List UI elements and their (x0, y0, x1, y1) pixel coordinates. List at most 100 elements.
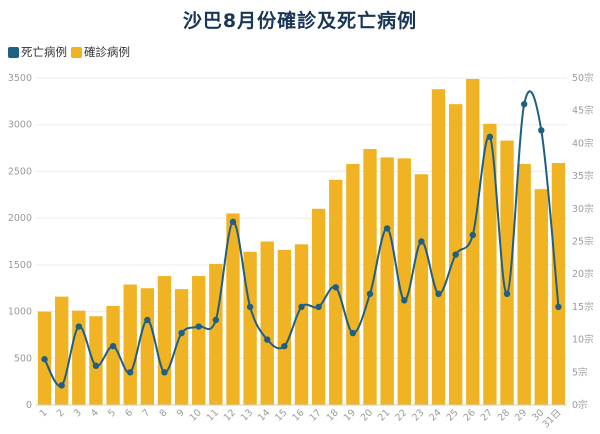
legend-label-cases: 確診病例 (84, 45, 130, 59)
point-deaths (161, 369, 168, 376)
legend-swatch-deaths (8, 46, 19, 58)
y-left-tick-label: 2000 (8, 213, 32, 224)
point-deaths (229, 218, 237, 226)
x-tick-label: 25 (444, 407, 460, 423)
point-deaths (401, 297, 408, 304)
x-tick-label: 23 (410, 407, 426, 423)
bar-cases (277, 249, 292, 405)
y-right-tick-label: 50宗 (572, 72, 594, 84)
bar-cases (380, 157, 394, 405)
bar-cases (363, 149, 377, 405)
y-right-tick-label: 10宗 (572, 334, 594, 346)
point-deaths (246, 303, 254, 311)
x-tick-label: 11 (205, 407, 221, 423)
y-left-tick-label: 2500 (8, 166, 32, 177)
point-deaths (469, 231, 476, 239)
chart-title: 沙巴8月份確診及死亡病例 (182, 10, 418, 32)
point-deaths (58, 382, 65, 389)
x-tick-label: 4 (89, 407, 101, 419)
x-tick-label: 29 (513, 407, 529, 423)
x-tick-label: 26 (462, 407, 478, 423)
bar-cases (140, 288, 155, 405)
y-right-tick-label: 5宗 (572, 366, 588, 378)
x-tick-label: 13 (239, 407, 255, 423)
bar-cases (466, 78, 480, 405)
bar-cases (294, 244, 309, 405)
y-left-tick-label: 1500 (8, 260, 32, 271)
legend-item-deaths[interactable]: 死亡病例 (8, 44, 67, 60)
x-tick-label: 1 (38, 407, 50, 419)
x-tick-label: 28 (496, 407, 512, 423)
point-deaths (315, 303, 322, 311)
point-deaths (435, 290, 442, 298)
point-deaths (486, 133, 494, 141)
point-deaths (383, 225, 391, 232)
point-deaths (144, 316, 151, 324)
point-deaths (281, 342, 288, 350)
bar-cases (534, 189, 548, 405)
point-deaths (127, 369, 134, 376)
bar-cases (397, 158, 411, 405)
x-tick-label: 20 (359, 407, 375, 423)
x-tick-label: 18 (325, 407, 341, 423)
bar-cases (517, 163, 531, 405)
bar-cases (260, 241, 274, 405)
x-tick-label: 6 (123, 407, 135, 419)
x-tick-label: 16 (290, 407, 306, 423)
x-tick-label: 27 (479, 407, 495, 423)
bar-cases (174, 289, 189, 405)
y-right-tick-label: 30宗 (572, 203, 594, 215)
point-deaths (520, 100, 528, 108)
legend-item-cases[interactable]: 確診病例 (71, 44, 130, 60)
bar-cases (106, 305, 120, 405)
point-deaths (418, 238, 425, 245)
x-tick-label: 24 (427, 407, 443, 423)
x-tick-label: 9 (175, 407, 187, 419)
x-tick-label: 8 (158, 407, 170, 419)
y-left-tick-label: 1000 (8, 307, 32, 318)
point-deaths (555, 303, 562, 311)
y-left-tick-label: 3500 (8, 73, 32, 84)
y-right-tick-label: 20宗 (572, 268, 594, 280)
bar-cases (414, 174, 429, 405)
point-deaths (92, 362, 100, 369)
x-tick-label: 22 (393, 407, 409, 423)
legend: 死亡病例 確診病例 (8, 44, 134, 60)
y-right-tick-label: 40宗 (572, 137, 594, 149)
point-deaths (212, 316, 220, 324)
x-tick-label: 10 (188, 407, 204, 423)
bar-cases (329, 179, 343, 405)
point-deaths (349, 329, 357, 337)
x-tick-label: 31日 (541, 407, 564, 430)
point-deaths (298, 303, 305, 311)
point-deaths (41, 356, 48, 363)
point-deaths (75, 323, 83, 330)
y-right-tick-label: 0宗 (572, 399, 588, 411)
point-deaths (264, 336, 271, 343)
y-right-tick-label: 15宗 (572, 301, 594, 313)
bar-cases (157, 276, 172, 405)
bar-cases (89, 316, 103, 405)
y-right-tick-label: 45宗 (572, 105, 594, 117)
y-right-tick-label: 25宗 (572, 236, 594, 248)
bar-cases (551, 163, 566, 405)
x-tick-label: 19 (342, 407, 358, 423)
bar-cases (192, 276, 206, 405)
x-tick-label: 21 (376, 407, 392, 423)
bar-cases (431, 89, 446, 405)
x-tick-label: 3 (72, 407, 84, 419)
bar-cases (209, 263, 223, 405)
x-tick-label: 12 (222, 407, 238, 423)
y-right-tick-label: 35宗 (572, 170, 594, 182)
y-left-tick-label: 0 (26, 400, 32, 411)
point-deaths (178, 329, 185, 337)
bar-cases (226, 213, 240, 405)
bar-cases (346, 163, 360, 405)
bar-cases (483, 123, 497, 405)
legend-label-deaths: 死亡病例 (21, 45, 67, 59)
x-tick-label: 15 (273, 407, 289, 423)
point-deaths (538, 127, 545, 134)
y-left-tick-label: 3000 (8, 120, 32, 131)
x-tick-label: 14 (256, 407, 272, 423)
